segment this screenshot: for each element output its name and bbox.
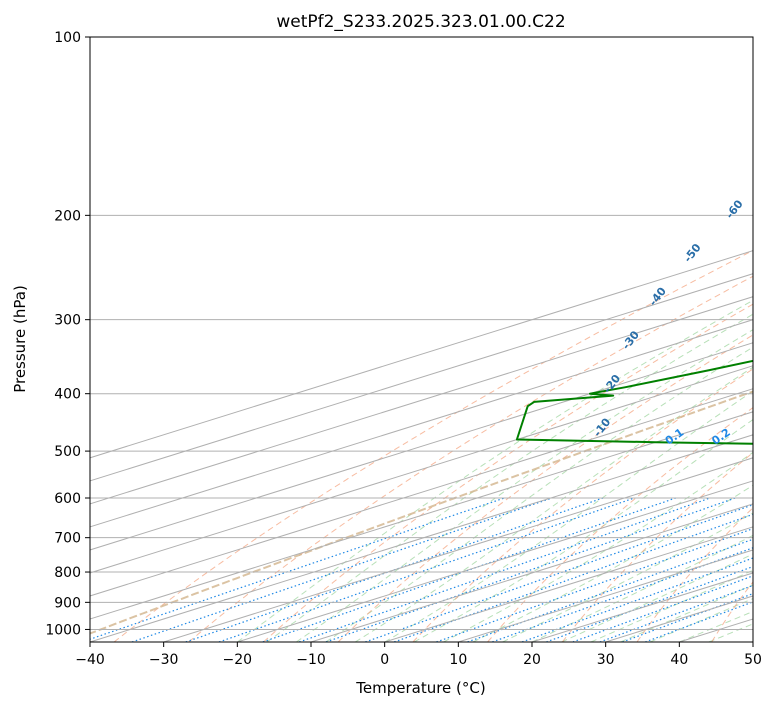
mixing-ratio-line <box>90 497 505 640</box>
isobars <box>90 37 753 630</box>
y-tick-label: 200 <box>54 208 81 224</box>
isotherm-line <box>90 434 753 642</box>
mixing-ratio-line <box>365 504 753 642</box>
isotherm-line <box>310 503 753 642</box>
moist-adiabat-line <box>325 346 753 642</box>
dry-adiabat-line <box>113 249 753 642</box>
x-tick-label: −20 <box>223 652 253 668</box>
y-tick-label: 400 <box>54 387 81 403</box>
moist-adiabat-line <box>384 390 753 642</box>
mixing-ratio-line <box>546 565 753 642</box>
dry-adiabats <box>113 249 753 642</box>
x-axis-label: Temperature (°C) <box>355 679 485 697</box>
lcl-curve <box>90 390 753 635</box>
y-axis-label: Pressure (hPa) <box>11 285 29 393</box>
x-tick-label: −30 <box>149 652 179 668</box>
y-tick-label: 1000 <box>45 622 81 638</box>
plot-frame <box>89 36 754 643</box>
x-tick-label: 20 <box>523 652 541 668</box>
moist-adiabat-line <box>502 512 753 642</box>
isotherm-line <box>90 296 753 505</box>
dry-adiabat-line <box>561 451 753 642</box>
y-tick-label: 300 <box>54 313 81 329</box>
mixing-ratio-line <box>262 497 676 642</box>
chart-title: wetPf2_S233.2025.323.01.00.C22 <box>276 12 565 32</box>
isotherm-line <box>163 457 753 642</box>
x-tick-label: −40 <box>75 652 105 668</box>
mixing-ratio-line <box>325 497 736 642</box>
isotherm-line <box>90 388 753 597</box>
isotherm-line <box>237 480 753 642</box>
y-axis-ticks: 100 200 300 400 500 600 700 800 900 1000 <box>45 30 90 638</box>
plot-area <box>90 37 753 642</box>
moist-adiabat-line <box>237 299 753 642</box>
x-tick-label: 30 <box>597 652 615 668</box>
mixing-ratio-line <box>393 513 753 642</box>
lcl-curve-line <box>90 390 753 635</box>
isotherm-line <box>90 319 753 528</box>
x-tick-label: 10 <box>449 652 467 668</box>
dry-adiabat-line <box>337 334 753 642</box>
isotherms <box>90 250 753 642</box>
isotherm-line <box>90 365 753 574</box>
dry-adiabat-line <box>636 506 753 642</box>
moist-adiabat-line <box>266 313 753 642</box>
x-tick-label: 0 <box>380 652 389 668</box>
moist-adiabat-line <box>354 366 753 642</box>
mixing-ratio-line <box>436 528 753 642</box>
moist-adiabat-line <box>561 553 753 642</box>
y-tick-label: 900 <box>54 595 81 611</box>
y-tick-label: 700 <box>54 531 81 547</box>
y-tick-label: 500 <box>54 444 81 460</box>
isotherm-line <box>384 526 753 642</box>
moist-adiabat-line <box>413 418 753 642</box>
x-tick-label: 40 <box>670 652 688 668</box>
moist-adiabat-line <box>443 451 753 642</box>
x-axis-ticks: −40 −30 −20 −10 0 10 20 30 40 50 <box>75 642 762 668</box>
isotherm-line <box>90 411 753 620</box>
dry-adiabat-line <box>188 275 753 642</box>
mixing-ratio-line <box>218 497 635 642</box>
x-tick-label: 50 <box>744 652 762 668</box>
isotherm-line <box>90 273 753 482</box>
dry-adiabat-line <box>263 303 753 642</box>
isotherm-line <box>90 250 753 459</box>
y-tick-label: 800 <box>54 565 81 581</box>
mixing-ratio-line <box>572 575 753 642</box>
isotherm-line <box>90 342 753 551</box>
x-tick-label: −10 <box>296 652 326 668</box>
mixing-ratio-line <box>185 497 604 642</box>
dry-adiabat-line <box>487 406 753 642</box>
y-tick-label: 600 <box>54 491 81 507</box>
y-tick-label: 100 <box>54 30 81 46</box>
